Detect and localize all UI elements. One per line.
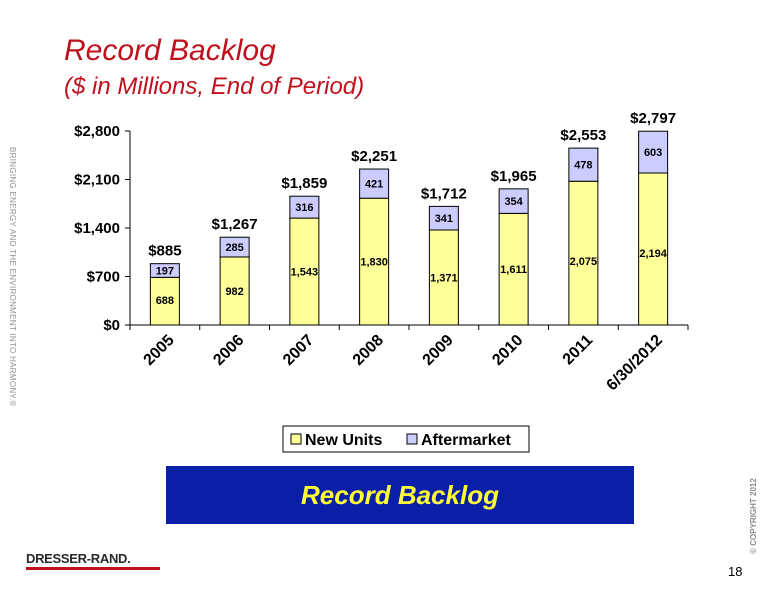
aftermarket-value-label: 421 — [365, 179, 383, 191]
new-units-value-label: 1,830 — [360, 257, 388, 269]
y-tick-label: $2,800 — [74, 123, 120, 140]
legend-swatch-aftermarket — [406, 433, 418, 445]
x-category-label: 2007 — [280, 332, 317, 369]
aftermarket-value-label: 197 — [156, 266, 174, 278]
new-units-value-label: 982 — [225, 286, 243, 298]
backlog-chart: $0 $700 $1,400 $2,100 $2,800 197 688 $885 2005 28… — [74, 110, 689, 453]
record-backlog-banner: Record Backlog — [166, 466, 634, 524]
bar-new-units — [289, 217, 320, 326]
bar-new-units — [359, 197, 390, 326]
total-value-label: $2,553 — [560, 127, 606, 144]
new-units-value-label: 2,075 — [570, 256, 598, 268]
copyright-notice: © COPYRIGHT 2012 — [749, 478, 758, 554]
new-units-value-label: 1,543 — [291, 267, 319, 279]
banner-text: Record Backlog — [301, 479, 499, 510]
x-category-label: 2010 — [489, 332, 526, 369]
legend-label-aftermarket: Aftermarket — [421, 432, 511, 449]
new-units-value-label: 2,194 — [639, 248, 667, 260]
bar-aftermarket — [289, 195, 320, 219]
new-units-value-label: 1,371 — [430, 273, 458, 285]
legend-swatch-new-units — [290, 433, 302, 445]
bar-aftermarket — [359, 168, 390, 199]
bar-aftermarket — [149, 263, 180, 278]
bar-aftermarket — [568, 147, 599, 182]
x-category-label: 2008 — [350, 332, 387, 369]
bar-new-units — [568, 180, 599, 326]
bar-new-units — [219, 256, 250, 326]
bar-new-units — [498, 212, 529, 326]
x-category-label: 2006 — [210, 332, 247, 369]
legend-label-new-units: New Units — [305, 432, 382, 449]
total-value-label: $885 — [148, 243, 181, 260]
y-tick-label: $0 — [103, 317, 120, 334]
company-logo: DRESSER-RAND. — [26, 551, 131, 566]
slide-title: Record Backlog — [64, 34, 276, 67]
bar-aftermarket — [498, 188, 529, 214]
new-units-value-label: 1,611 — [500, 264, 527, 276]
slide-subtitle: ($ in Millions, End of Period) — [64, 73, 365, 100]
x-category-label: 2011 — [560, 332, 597, 369]
bar-aftermarket — [428, 205, 459, 231]
total-value-label: $2,797 — [630, 110, 676, 127]
logo-underline — [26, 567, 160, 570]
x-category-label: 2009 — [420, 332, 457, 369]
aftermarket-value-label: 603 — [644, 147, 662, 159]
x-category-label: 6/30/2012 — [604, 332, 666, 394]
page-number: 18 — [728, 564, 743, 579]
bar-aftermarket — [638, 130, 669, 174]
legend-box — [282, 425, 530, 453]
total-value-label: $2,251 — [351, 148, 397, 165]
x-category-label: 2005 — [141, 332, 178, 369]
bar-aftermarket — [219, 236, 250, 258]
aftermarket-value-label: 316 — [295, 202, 313, 214]
y-tick-label: $2,100 — [74, 172, 120, 189]
total-value-label: $1,712 — [421, 185, 467, 202]
total-value-label: $1,965 — [491, 168, 537, 185]
aftermarket-value-label: 354 — [504, 196, 523, 208]
aftermarket-value-label: 478 — [574, 160, 592, 172]
total-value-label: $1,267 — [212, 216, 258, 233]
bar-new-units — [149, 276, 180, 326]
aftermarket-value-label: 285 — [225, 242, 243, 254]
aftermarket-value-label: 341 — [435, 213, 453, 225]
new-units-value-label: 688 — [156, 295, 174, 307]
bar-new-units — [428, 229, 459, 326]
y-tick-label: $1,400 — [74, 220, 120, 237]
total-value-label: $1,859 — [281, 175, 327, 192]
y-tick-label: $700 — [87, 269, 120, 286]
